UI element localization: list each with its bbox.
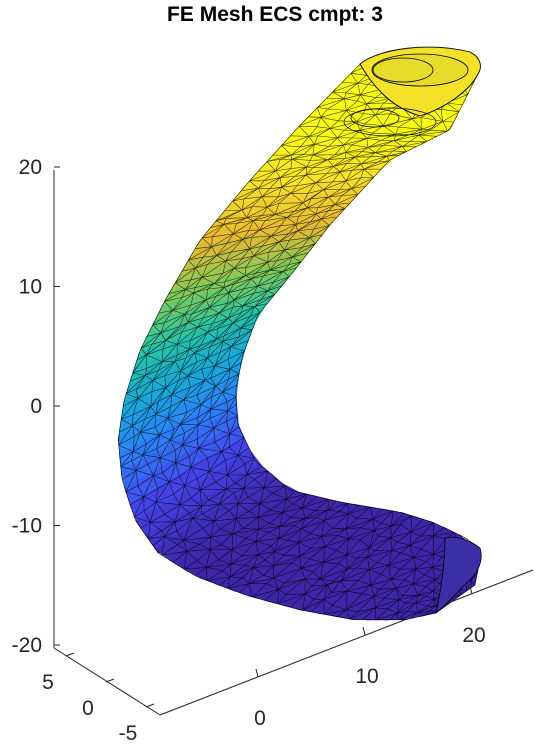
- y-tick-label: 5: [42, 671, 54, 694]
- y-tick-mark: [65, 652, 75, 657]
- top-inner-hole: [372, 57, 434, 83]
- tube-mesh: [117, 46, 482, 621]
- z-tick-label: -20: [12, 634, 42, 657]
- bottom-end-cap: [435, 536, 482, 615]
- z-tick-label: 20: [19, 156, 42, 179]
- x-tick-mark: [362, 626, 366, 636]
- upper-inner-ring: [343, 107, 437, 137]
- z-tick-label: 0: [30, 395, 42, 418]
- tube-outline: [118, 64, 480, 620]
- chart-title: FE Mesh ECS cmpt: 3: [167, 3, 383, 26]
- y-tick-label: 0: [82, 697, 94, 720]
- x-tick-label: 0: [254, 707, 266, 730]
- y-tick-label: -5: [119, 722, 138, 745]
- x-tick-mark: [255, 668, 259, 678]
- top-inner-ring: [371, 53, 469, 87]
- upper-inner-hole: [350, 108, 400, 128]
- z-tick-label: 10: [19, 276, 42, 299]
- y-tick-mark: [145, 703, 155, 708]
- axes: 20 10 0 -10 -205 0 -5 0 10 20: [12, 156, 534, 745]
- x-axis-line: [159, 569, 534, 716]
- x-tick-label: 10: [355, 665, 378, 688]
- x-tick-label: 20: [462, 624, 485, 647]
- y-tick-mark: [105, 678, 115, 683]
- z-tick-label: -10: [12, 515, 42, 538]
